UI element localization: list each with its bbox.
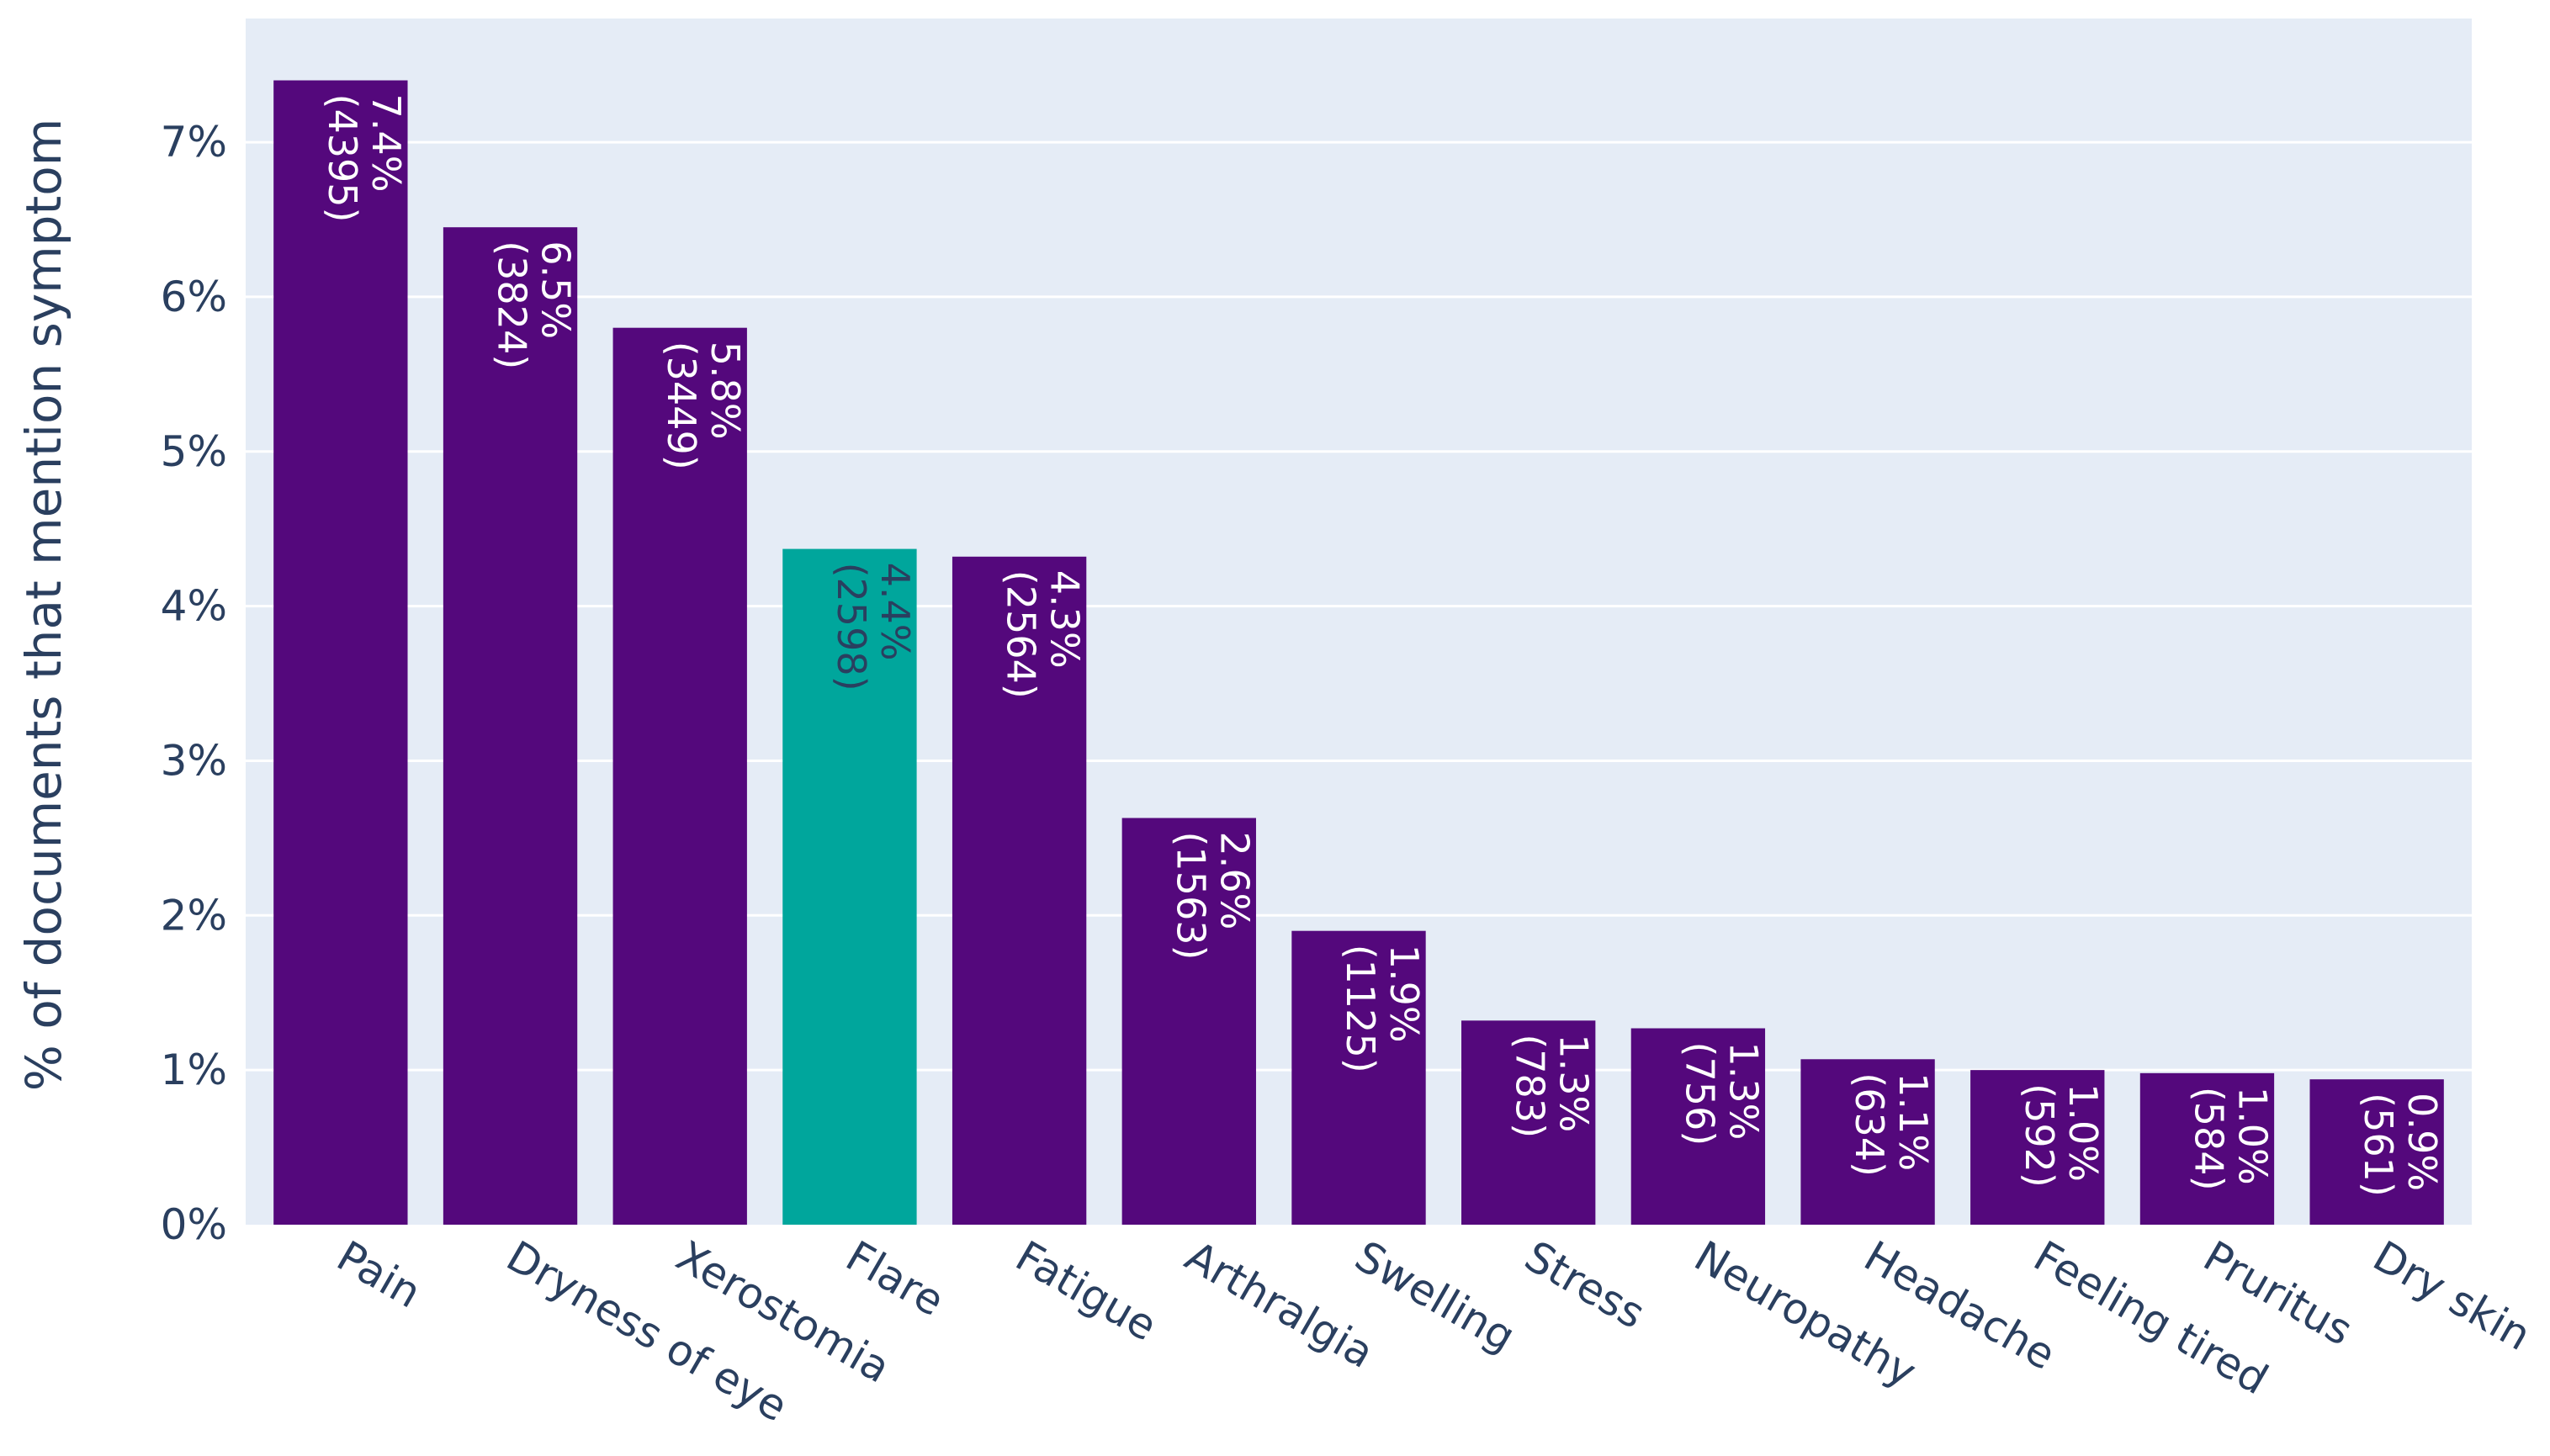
bar-percent-label: 1.0% bbox=[2060, 1083, 2106, 1182]
x-tick-label: Fatigue bbox=[1008, 1231, 1165, 1350]
bar-fatigue bbox=[952, 556, 1087, 1225]
bar-percent-label: 2.6% bbox=[1211, 831, 1257, 929]
y-tick-label: 1% bbox=[161, 1046, 227, 1094]
bar-count-label: (584) bbox=[2186, 1087, 2231, 1191]
bar-percent-label: 7.4% bbox=[363, 94, 409, 193]
y-tick-label: 0% bbox=[161, 1200, 227, 1249]
y-tick-label: 5% bbox=[161, 427, 227, 476]
bar-arthralgia bbox=[1121, 818, 1256, 1225]
y-tick-label: 7% bbox=[161, 118, 227, 167]
bar-count-label: (756) bbox=[1677, 1042, 1722, 1146]
bar-percent-label: 5.8% bbox=[702, 341, 748, 440]
y-axis-title: % of documents that mention symptom bbox=[15, 119, 72, 1091]
bar-count-label: (561) bbox=[2356, 1093, 2401, 1197]
y-tick-label: 6% bbox=[161, 273, 227, 321]
bar-pain bbox=[273, 80, 408, 1226]
bar-percent-label: 0.9% bbox=[2399, 1093, 2445, 1191]
bar-percent-label: 1.3% bbox=[1551, 1034, 1597, 1132]
bar-count-label: (1125) bbox=[1338, 945, 1383, 1073]
x-tick-label: Pain bbox=[329, 1231, 429, 1317]
bar-count-label: (2598) bbox=[829, 563, 874, 691]
bar-labels: 7.4%(4395) 6.5%(3824) 5.8%(3449) 4.4%(2598)… bbox=[320, 94, 2445, 1197]
bar-feeling-tired bbox=[1970, 1070, 2105, 1225]
bar-count-label: (4395) bbox=[320, 94, 365, 223]
bar-xerostomia bbox=[612, 327, 747, 1225]
bar-dry-skin bbox=[2309, 1079, 2444, 1225]
bar-flare bbox=[782, 548, 917, 1225]
bar-stress bbox=[1461, 1020, 1596, 1225]
bar-count-label: (3449) bbox=[659, 341, 704, 470]
bar-percent-label: 1.0% bbox=[2229, 1087, 2275, 1185]
bar-count-label: (2564) bbox=[999, 570, 1044, 699]
bar-percent-label: 4.3% bbox=[1042, 570, 1088, 669]
bar-count-label: (3824) bbox=[490, 241, 535, 369]
x-tick-label: Dry skin bbox=[2365, 1231, 2539, 1360]
bar-count-label: (1563) bbox=[1168, 831, 1213, 960]
x-tick-label: Flare bbox=[838, 1231, 952, 1326]
bar-count-label: (783) bbox=[1508, 1034, 1553, 1138]
bar-count-label: (592) bbox=[2017, 1083, 2062, 1188]
bar-count-label: (634) bbox=[1847, 1072, 1892, 1177]
y-tick-label: 4% bbox=[161, 582, 227, 631]
bar-percent-label: 6.5% bbox=[533, 241, 579, 339]
x-tick-label: Arthralgia bbox=[1177, 1231, 1381, 1378]
bar-percent-label: 1.9% bbox=[1381, 945, 1427, 1043]
bar-percent-label: 4.4% bbox=[872, 563, 918, 661]
y-tick-label: 3% bbox=[161, 736, 227, 785]
bar-dryness-of-eye bbox=[443, 227, 578, 1225]
bar-percent-label: 1.3% bbox=[1720, 1042, 1766, 1141]
bar-pruritus bbox=[2139, 1072, 2275, 1225]
bars bbox=[273, 80, 2444, 1226]
x-tick-label: Dryness of eye bbox=[499, 1231, 796, 1431]
bar-neuropathy bbox=[1630, 1028, 1766, 1225]
bar-percent-label: 1.1% bbox=[1890, 1072, 1936, 1171]
bar-swelling bbox=[1291, 930, 1426, 1225]
y-axis: 0% 1% 2% 3% 4% 5% 6% 7% bbox=[161, 118, 227, 1249]
bar-headache bbox=[1800, 1059, 1935, 1225]
y-tick-label: 2% bbox=[161, 891, 227, 940]
x-tick-label: Stress bbox=[1517, 1231, 1653, 1338]
